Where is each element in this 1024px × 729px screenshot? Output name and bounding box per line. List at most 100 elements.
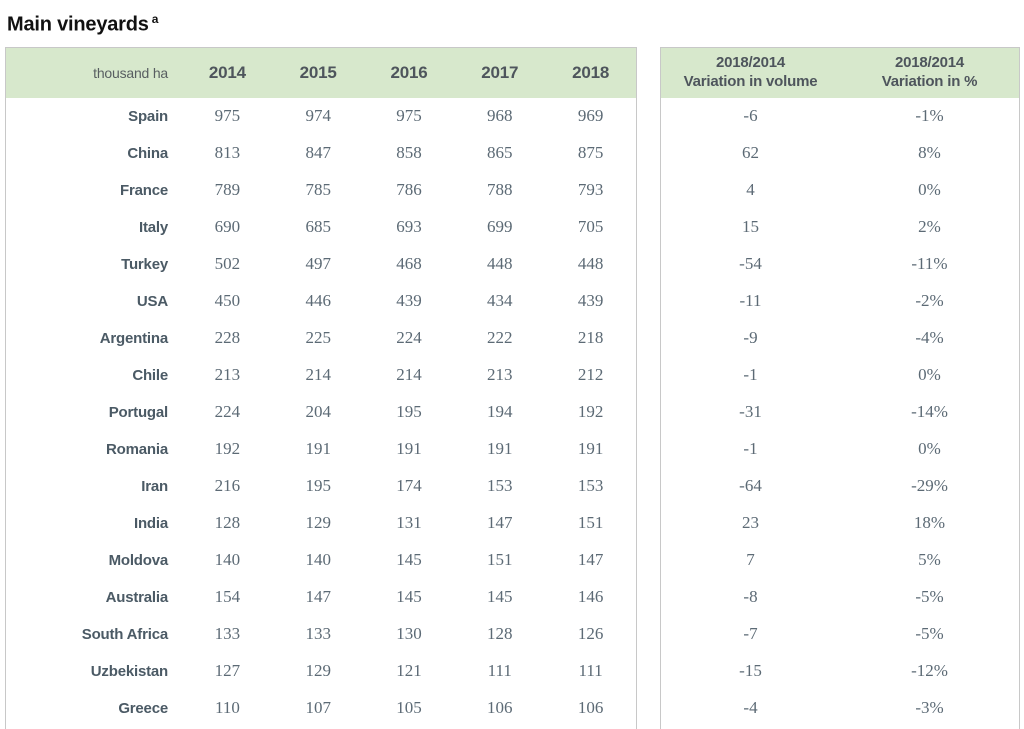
year-value: 130 — [396, 624, 422, 644]
variation-volume-value: -4 — [743, 698, 758, 718]
variation-row: 7 5% — [661, 542, 1019, 579]
year-value: 448 — [487, 254, 513, 274]
year-value: 793 — [577, 180, 604, 200]
variation-table-panel: 2018/2014 Variation in volume 2018/2014 … — [660, 46, 1020, 729]
year-value: 789 — [214, 180, 241, 200]
unit-label: thousand ha — [6, 47, 182, 98]
variation-volume-value: -8 — [743, 587, 758, 607]
year-value: 140 — [305, 550, 331, 570]
variation-percent-header-line2: Variation in % — [881, 72, 978, 90]
year-value: 224 — [214, 402, 241, 422]
year-header-2016: 2016 — [363, 47, 455, 98]
year-header-2018: 2018 — [545, 47, 636, 98]
page-title: Main vineyards a — [7, 8, 1024, 37]
variation-row: 23 18% — [661, 505, 1019, 542]
variation-percent-value: -1% — [915, 106, 944, 126]
year-value: 147 — [577, 550, 604, 570]
vineyard-row: Moldova 140 140 145 151 147 — [6, 542, 636, 579]
year-value: 693 — [396, 217, 422, 237]
year-value: 191 — [577, 439, 604, 459]
variation-percent-value: -12% — [911, 661, 948, 681]
variation-volume-value: -9 — [743, 328, 758, 348]
year-value: 153 — [577, 476, 604, 496]
variation-percent-value: -2% — [915, 291, 944, 311]
year-value: 191 — [396, 439, 422, 459]
year-value: 468 — [396, 254, 422, 274]
country-label: India — [133, 514, 168, 532]
page-title-text: Main vineyards — [7, 13, 149, 36]
vineyard-row: Portugal 224 204 195 194 192 — [6, 394, 636, 431]
year-value: 129 — [305, 513, 331, 533]
country-label: USA — [136, 292, 168, 310]
variation-volume-header: 2018/2014 Variation in volume — [661, 47, 840, 98]
variation-row: -1 0% — [661, 357, 1019, 394]
vineyard-row: China 813 847 858 865 875 — [6, 135, 636, 172]
year-value: 195 — [305, 476, 331, 496]
variation-row: -1 0% — [661, 431, 1019, 468]
vineyard-row: USA 450 446 439 434 439 — [6, 283, 636, 320]
vineyard-row: Chile 213 214 214 213 212 — [6, 357, 636, 394]
country-label: Moldova — [108, 551, 169, 569]
variation-volume-value: -54 — [739, 254, 762, 274]
variation-row: -64 -29% — [661, 468, 1019, 505]
year-value: 145 — [487, 587, 513, 607]
variation-volume-value: 23 — [742, 513, 759, 533]
year-value: 212 — [577, 365, 604, 385]
year-value: 131 — [396, 513, 422, 533]
variation-percent-value: 5% — [918, 550, 941, 570]
variation-table: 2018/2014 Variation in volume 2018/2014 … — [661, 47, 1019, 727]
year-value: 128 — [214, 513, 241, 533]
variation-row: 4 0% — [661, 172, 1019, 209]
year-value: 111 — [487, 661, 512, 681]
year-value: 192 — [214, 439, 241, 459]
variation-row: -7 -5% — [661, 616, 1019, 653]
year-value: 111 — [578, 661, 603, 681]
year-value: 448 — [577, 254, 604, 274]
year-value: 975 — [214, 106, 241, 126]
year-value: 228 — [214, 328, 241, 348]
variation-percent-header-line1: 2018/2014 — [894, 53, 965, 71]
year-value: 497 — [305, 254, 331, 274]
variation-percent-value: -3% — [915, 698, 944, 718]
country-label: China — [127, 144, 168, 162]
variation-percent-value: 0% — [918, 365, 941, 385]
variation-volume-header-line2: Variation in volume — [683, 72, 818, 90]
variation-percent-value: -29% — [911, 476, 948, 496]
country-label: Australia — [105, 588, 169, 606]
vineyard-row: Turkey 502 497 468 448 448 — [6, 246, 636, 283]
vineyard-row: Argentina 228 225 224 222 218 — [6, 320, 636, 357]
variation-volume-header-line1: 2018/2014 — [715, 53, 786, 71]
variation-percent-value: 8% — [918, 143, 941, 163]
year-value: 213 — [487, 365, 513, 385]
year-value: 218 — [577, 328, 604, 348]
year-value: 858 — [396, 143, 422, 163]
variation-volume-value: -1 — [743, 365, 758, 385]
country-label: Uzbekistan — [90, 662, 168, 680]
year-value: 126 — [577, 624, 604, 644]
variation-percent-value: 0% — [918, 180, 941, 200]
year-value: 147 — [305, 587, 331, 607]
year-value: 865 — [487, 143, 513, 163]
variation-row: -4 -3% — [661, 690, 1019, 727]
year-value: 813 — [214, 143, 241, 163]
year-value: 133 — [305, 624, 331, 644]
vineyards-by-year-table: thousand ha 2014 2015 2016 2017 2018 Spa… — [5, 46, 637, 729]
year-value: 224 — [396, 328, 422, 348]
year-value: 192 — [577, 402, 604, 422]
year-value: 133 — [214, 624, 241, 644]
variation-volume-value: 15 — [742, 217, 759, 237]
vineyards-header-row: thousand ha 2014 2015 2016 2017 2018 — [6, 47, 636, 98]
year-value: 439 — [396, 291, 422, 311]
variation-percent-header: 2018/2014 Variation in % — [840, 47, 1019, 98]
country-label: Spain — [128, 107, 168, 125]
year-value: 194 — [487, 402, 513, 422]
variation-row: -15 -12% — [661, 653, 1019, 690]
country-label: Greece — [118, 699, 168, 717]
variation-row: -54 -11% — [661, 246, 1019, 283]
year-value: 107 — [305, 698, 331, 718]
year-value: 191 — [487, 439, 513, 459]
country-label: South Africa — [81, 625, 168, 643]
year-value: 847 — [305, 143, 331, 163]
variation-volume-value: -11 — [739, 291, 762, 311]
year-value: 174 — [396, 476, 422, 496]
